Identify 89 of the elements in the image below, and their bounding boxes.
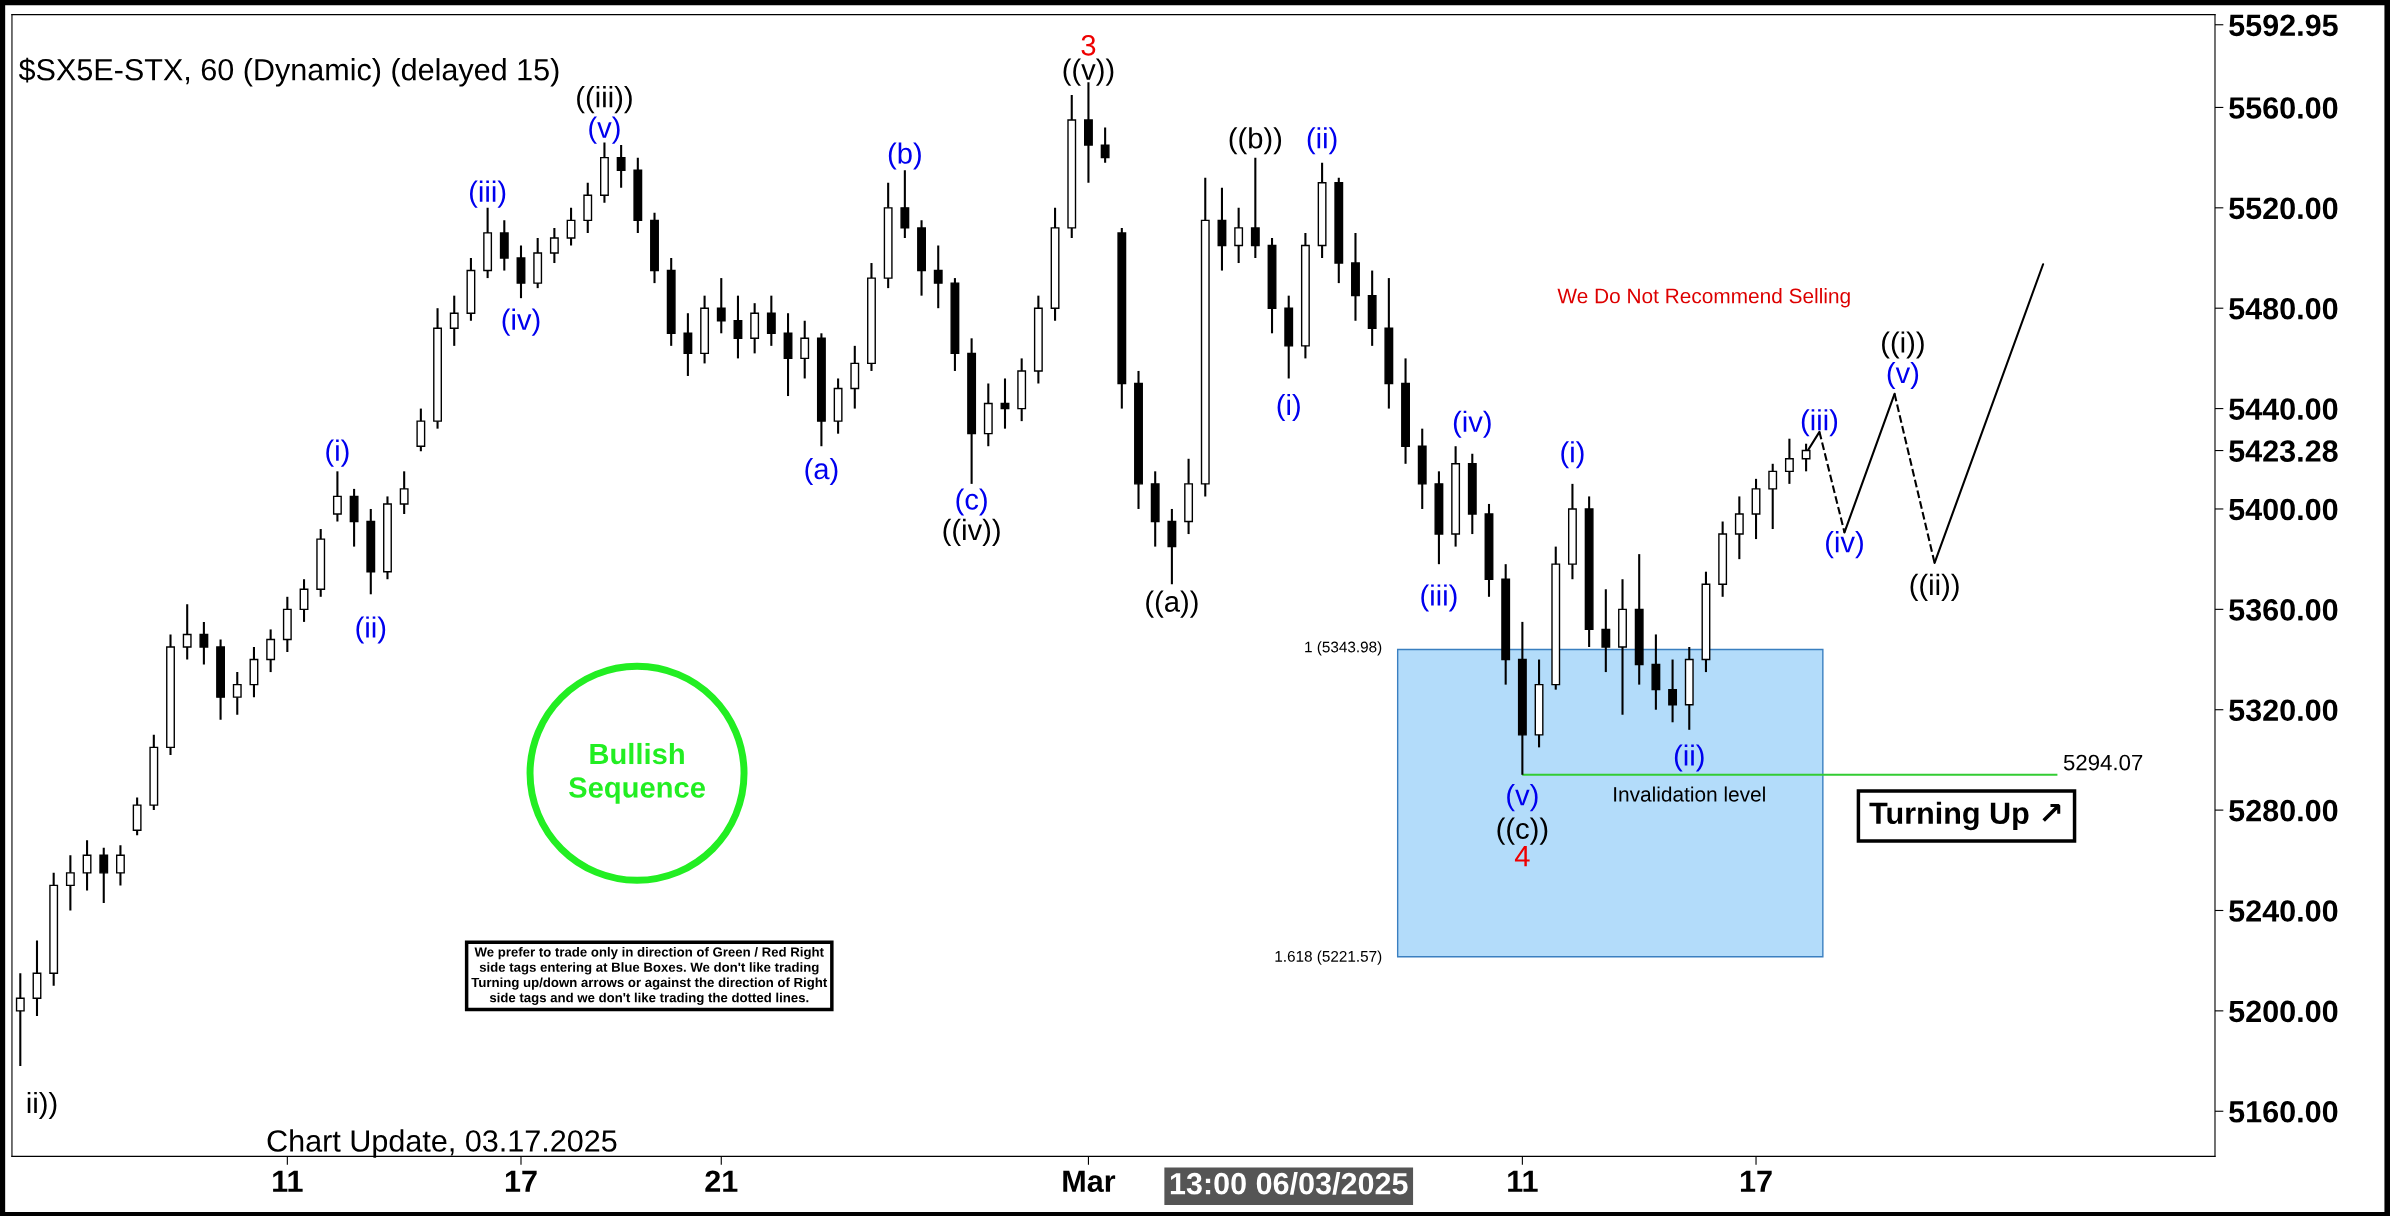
annotation: 1.618 (5221.57) — [1275, 950, 1382, 965]
annotation: Chart Update, 03.17.2025 — [267, 1129, 617, 1158]
ref-line-label: 5294.07 — [2063, 754, 2143, 771]
y-tick-label: 5240.00 — [2229, 900, 2338, 922]
y-tick-label: 5360.00 — [2229, 599, 2338, 621]
candlestick — [99, 846, 109, 904]
candlestick — [232, 671, 242, 716]
candlestick — [766, 294, 776, 347]
annotation: (ii) — [1307, 127, 1337, 155]
x-tick-label: 11 — [273, 1170, 303, 1192]
candlestick — [332, 470, 342, 523]
y-tick-label: 5200.00 — [2229, 1000, 2338, 1023]
annotation: (iii) — [1801, 409, 1838, 437]
annotation: (a) — [805, 457, 838, 486]
annotation: (i) — [1277, 393, 1300, 422]
x-tick-label: Mar — [1063, 1170, 1116, 1193]
annotation: (iii) — [1421, 584, 1457, 612]
annotation: (iii) — [469, 180, 506, 208]
x-tick-label: 21 — [705, 1170, 738, 1192]
annotation: Invalidation level — [1614, 786, 1765, 802]
annotation: (v) — [589, 116, 620, 144]
annotation: ((a)) — [1146, 590, 1198, 618]
annotation: (iv) — [1826, 531, 1863, 559]
annotation: We prefer to trade only in direction of Green / Red Right side tags entering at Blue Boxes. We don't like trading Turning up/down arrows or against the direction of Right side tags and we don't like trading the dotted lines. — [471, 946, 828, 1005]
annotation: ((v)) — [1063, 58, 1114, 86]
annotation: ((i)) — [1882, 331, 1924, 359]
candlestick — [15, 972, 25, 1068]
candlestick — [182, 603, 192, 661]
annotation: (ii) — [356, 616, 386, 644]
y-tick-label: 5520.00 — [2229, 197, 2338, 220]
candlestick — [65, 854, 75, 912]
annotation: (iv) — [1453, 410, 1491, 438]
annotation: (c) — [956, 488, 987, 516]
annotation: 1 (5343.98) — [1305, 641, 1382, 656]
annotation: (iv) — [502, 308, 540, 336]
candlestick — [566, 206, 576, 247]
text: 13:00 06/03/2025 — [1170, 1172, 1408, 1195]
candlestick — [115, 844, 125, 887]
candlestick — [616, 144, 626, 189]
annotation: We Do Not Recommend Selling — [1557, 288, 1850, 308]
candlestick — [733, 294, 743, 360]
candlestick — [1100, 126, 1110, 164]
annotation: ((iii)) — [577, 86, 632, 114]
annotation: 4 — [1514, 846, 1530, 867]
y-tick-label: 5560.00 — [2229, 97, 2338, 119]
x-tick-label: 17 — [1740, 1170, 1772, 1192]
x-tick-label: 17 — [505, 1170, 537, 1192]
y-tick-label: 5400.00 — [2229, 498, 2338, 521]
candlestick — [1601, 588, 1611, 674]
candlestick — [266, 628, 276, 674]
candlestick — [1734, 495, 1744, 561]
annotation: ((c)) — [1497, 817, 1548, 845]
candlestick — [800, 319, 810, 380]
annotation: ((ii)) — [1910, 573, 1959, 601]
y-tick-label: 5160.00 — [2229, 1100, 2338, 1123]
candlestick — [1234, 206, 1244, 265]
y-tick-label: 5440.00 — [2229, 398, 2338, 420]
y-tick-label: 5423.28 — [2229, 440, 2338, 462]
x-tick-label: 11 — [1508, 1170, 1538, 1192]
candlestick — [1668, 658, 1678, 724]
candlestick — [449, 294, 459, 347]
candlestick — [933, 244, 943, 310]
candlestick — [399, 470, 409, 516]
candlestick — [683, 312, 693, 377]
y-tick-label: 5280.00 — [2229, 799, 2338, 822]
candlestick — [716, 277, 726, 335]
annotation: Turning Up ↗ — [1869, 801, 2061, 831]
annotation: (i) — [326, 439, 349, 467]
y-tick-label: 5480.00 — [2229, 297, 2338, 320]
annotation: (ii) — [1674, 744, 1704, 772]
annotation: ((b)) — [1229, 127, 1282, 155]
candlestick — [199, 620, 209, 666]
candlestick — [1784, 437, 1794, 485]
annotation: (i) — [1561, 441, 1584, 469]
candlestick — [1768, 462, 1778, 531]
annotation: 3 — [1081, 34, 1096, 56]
annotation: Bullish Sequence — [568, 742, 705, 804]
candlestick — [549, 226, 559, 265]
candlestick — [1250, 156, 1260, 260]
annotation: (v) — [1507, 784, 1538, 812]
annotation: (b) — [888, 142, 921, 170]
candlestick — [900, 169, 910, 239]
y-tick-label: 5592.95 — [2229, 14, 2338, 37]
text: $SX5E-STX, 60 (Dynamic) (delayed 15) — [18, 57, 559, 87]
annotation: ii)) — [27, 1091, 57, 1120]
y-tick-label: 5320.00 — [2229, 699, 2338, 722]
annotation: ((iv)) — [943, 518, 1000, 547]
annotation: (v) — [1887, 361, 1919, 390]
candlestick — [82, 839, 92, 892]
